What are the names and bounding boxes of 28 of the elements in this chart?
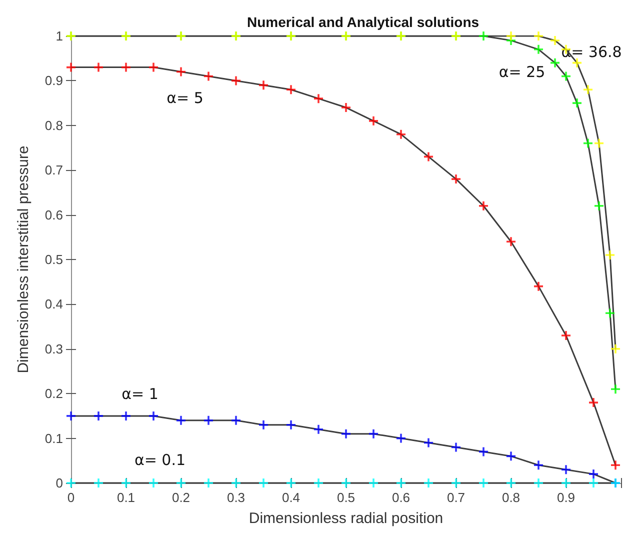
series-label: α= 0.1 bbox=[134, 451, 186, 469]
y-tick-label: 0.2 bbox=[44, 386, 63, 402]
x-tick-label: 0 bbox=[67, 490, 75, 505]
series-label: α= 25 bbox=[498, 63, 546, 81]
x-tick-label: 0.1 bbox=[116, 490, 136, 505]
x-tick-label: 0.3 bbox=[226, 490, 246, 505]
y-tick-label: 0.5 bbox=[44, 252, 63, 267]
y-tick-label: 1 bbox=[56, 28, 63, 44]
y-tick-label: 0.4 bbox=[44, 296, 63, 312]
x-tick-label: 0.2 bbox=[172, 490, 190, 505]
y-axis-title: Dimensionless interstitial pressure bbox=[15, 146, 32, 374]
x-axis-title: Dimensionless radial position bbox=[248, 510, 444, 527]
series-label: α= 5 bbox=[166, 89, 204, 107]
y-tick-label: 0 bbox=[56, 476, 63, 490]
x-tick-label: 0.9 bbox=[556, 490, 576, 505]
x-tick-label: 0.5 bbox=[336, 490, 356, 505]
x-tick-label: 0.7 bbox=[446, 490, 466, 505]
y-tick-label: 0.3 bbox=[44, 341, 63, 356]
x-tick-label: 0.8 bbox=[502, 490, 520, 505]
y-tick-label: 0.6 bbox=[44, 207, 63, 222]
x-tick-label: 0.6 bbox=[392, 490, 410, 505]
y-tick-label: 0.8 bbox=[44, 118, 63, 133]
series-label: α= 1 bbox=[122, 385, 158, 403]
y-tick-label: 0.1 bbox=[44, 430, 63, 446]
y-tick-label: 0.9 bbox=[44, 73, 63, 88]
chart-title: Numerical and Analytical solutions bbox=[246, 14, 480, 30]
y-tick-label: 0.7 bbox=[44, 162, 63, 178]
x-tick-label: 0.4 bbox=[282, 490, 300, 505]
